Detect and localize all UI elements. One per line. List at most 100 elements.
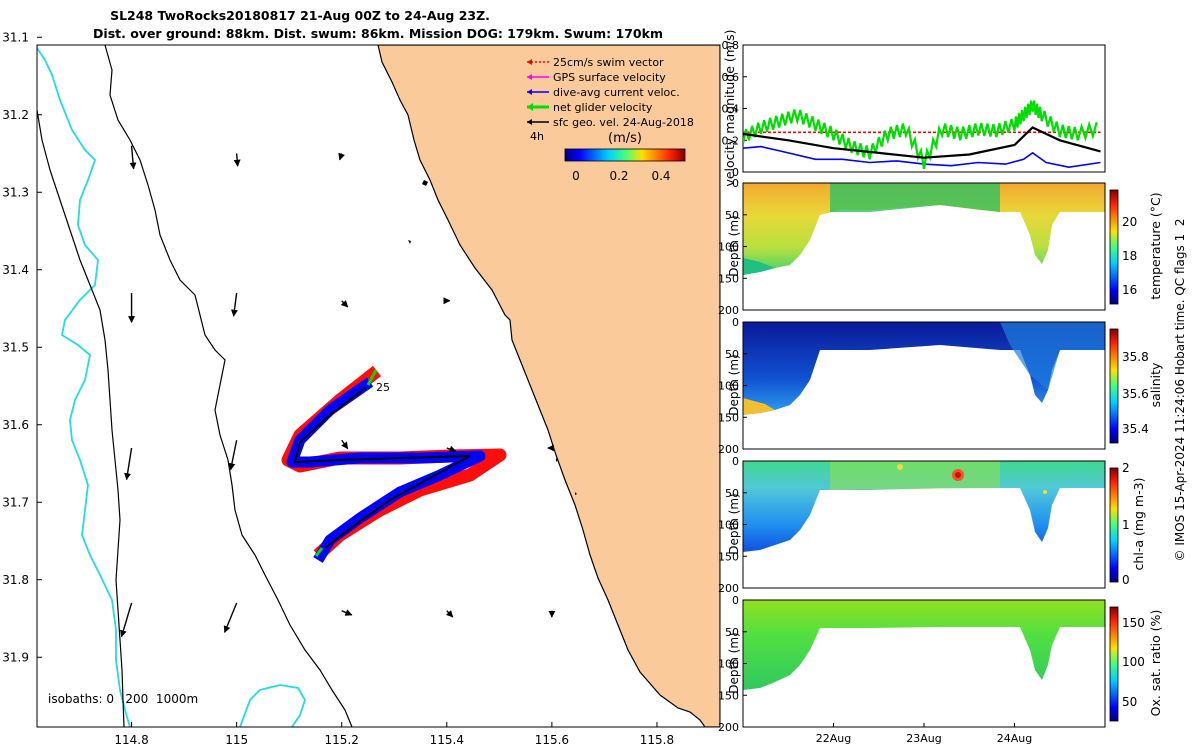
depth-tick-label: 150 [718, 411, 739, 424]
salinity-label: salinity [1148, 362, 1163, 407]
ox-cb-tick-2: 150 [1122, 616, 1145, 630]
time-tick-label: 22Aug [816, 732, 851, 745]
depth-tick-label: 50 [725, 487, 739, 500]
vel-tick-label: 0.6 [722, 71, 740, 84]
chl-depth-label: Depth (m) [727, 493, 741, 554]
ox-cb-tick-0: 50 [1122, 695, 1137, 709]
velocity-line [743, 100, 1098, 169]
map-y-tick-label: 31.8 [2, 573, 29, 587]
geo-vector-arrow [445, 610, 454, 618]
geo-vector-arrow [230, 292, 238, 317]
legend-geo: sfc geo. vel. 24-Aug-2018 [553, 116, 694, 129]
temp-depth-label: Depth (m) [727, 215, 741, 276]
sal-depth-label: Depth (m) [727, 354, 741, 415]
colorbar-units: (m/s) [608, 131, 642, 146]
depth-tick-label: 200 [718, 304, 739, 317]
colorbar-tick-1: 0.2 [609, 169, 628, 183]
chlorophyll-panel: 0 50 100 150 200 0 1 2 chl-a (mg m-3) Depth … [718, 455, 1146, 595]
depth-tick-label: 0 [732, 455, 739, 468]
geo-vector-arrow [338, 152, 345, 161]
oxygen-y-axis: 0 50 100 150 200 [718, 594, 747, 734]
velocity-line [743, 145, 1101, 169]
time-tick-label: 23Aug [906, 732, 941, 745]
geo-vector-arrow [228, 440, 238, 471]
depth-tick-label: 0 [732, 177, 739, 190]
geo-vector-arrow [341, 609, 353, 616]
map-y-tick-label: 31.1 [2, 30, 29, 44]
geo-vector-arrow [124, 447, 133, 481]
map-y-tick-label: 31.2 [2, 108, 29, 122]
map-y-tick-label: 31.3 [2, 185, 29, 199]
vel-tick-label: 0 [732, 166, 739, 179]
geo-vector-arrow [233, 153, 241, 167]
depth-tick-label: 100 [718, 380, 739, 393]
depth-tick-label: 100 [718, 519, 739, 532]
depth-tick-label: 150 [718, 689, 739, 702]
map-y-axis: -3131.131.231.331.431.531.631.731.831.9 [2, 30, 42, 664]
temp-cb-tick-1: 18 [1122, 249, 1137, 263]
isobath-200m [104, 45, 353, 727]
map-legend: 25cm/s swim vector GPS surface velocity … [527, 56, 694, 183]
oxygen-colorbar [1109, 606, 1119, 722]
map-y-tick-label: 31.7 [2, 495, 29, 509]
ox-depth-label: Depth (m) [727, 632, 741, 693]
colorbar-tick-0: 0 [572, 169, 580, 183]
salinity-y-axis: 0 50 100 150 200 [718, 316, 747, 456]
depth-tick-label: 50 [725, 626, 739, 639]
chl-cb-tick-0: 0 [1122, 573, 1130, 587]
map-x-tick-label: 115 [225, 733, 248, 747]
depth-tick-label: 100 [718, 241, 739, 254]
isobath-1000m [37, 109, 125, 727]
depth-tick-label: 150 [718, 272, 739, 285]
geo-vector-arrow [341, 439, 349, 450]
oxygen-section [743, 600, 1105, 690]
chl-cb-tick-1: 1 [1122, 518, 1130, 532]
oxygen-label: Ox. sat. ratio (%) [1148, 610, 1163, 717]
sal-cb-tick-1: 35.6 [1122, 387, 1149, 401]
map-y-tick-label: 31.5 [2, 340, 29, 354]
geo-vector-arrow [446, 445, 457, 453]
sal-cb-tick-0: 35.4 [1122, 422, 1149, 436]
geo-vector-arrow [223, 602, 238, 634]
salinity-colorbar [1109, 328, 1119, 444]
geo-vector-arrow [120, 602, 133, 638]
sfc-geo-vectors [120, 145, 556, 638]
depth-tick-label: 0 [732, 594, 739, 607]
depth-tick-label: 100 [718, 658, 739, 671]
depth-tick-label: 50 [725, 348, 739, 361]
glider-track [281, 365, 507, 563]
legend-net: net glider velocity [553, 101, 653, 114]
legend-swim: 25cm/s swim vector [553, 56, 664, 69]
vel-tick-label: 0.4 [722, 103, 740, 116]
chl-cb-tick-2: 2 [1122, 461, 1130, 475]
coastline-land [377, 45, 720, 727]
chl-colorbar [1109, 467, 1119, 583]
map-x-tick-label: 115.4 [430, 733, 464, 747]
temp-cb-tick-0: 16 [1122, 283, 1137, 297]
map-x-tick-label: 115.6 [535, 733, 569, 747]
sal-cb-tick-2: 35.8 [1122, 350, 1149, 364]
track-annotation: 25 [376, 381, 390, 394]
depth-tick-label: 0 [732, 316, 739, 329]
colorbar-tick-2: 0.4 [651, 169, 670, 183]
time-x-axis: 22Aug 23Aug 24Aug [816, 723, 1032, 745]
velocity-panel: 0 0.2 0.4 0.6 0.8 velocity magnitude (m/s) [722, 29, 1106, 187]
legend-time: 4h [530, 130, 544, 143]
isobath-shallow [37, 47, 306, 727]
geo-vector-arrow [340, 300, 349, 308]
legend-dive: dive-avg current veloc. [553, 86, 680, 99]
velocity-line [743, 126, 1101, 159]
depth-tick-label: 150 [718, 550, 739, 563]
velocity-y-axis: 0 0.2 0.4 0.6 0.8 [722, 39, 747, 179]
temperature-panel: 0 50 100 150 200 16 18 20 temperature (°C) D… [718, 177, 1163, 317]
temperature-colorbar [1109, 189, 1119, 305]
map-y-tick-label: 31.4 [2, 263, 29, 277]
velocity-series [743, 100, 1101, 169]
temperature-label: temperature (°C) [1148, 192, 1163, 299]
chl-y-axis: 0 50 100 150 200 [718, 455, 747, 595]
depth-tick-label: 200 [718, 721, 739, 734]
velocity-ylabel: velocity magnitude (m/s) [722, 29, 737, 186]
depth-tick-label: 50 [725, 209, 739, 222]
